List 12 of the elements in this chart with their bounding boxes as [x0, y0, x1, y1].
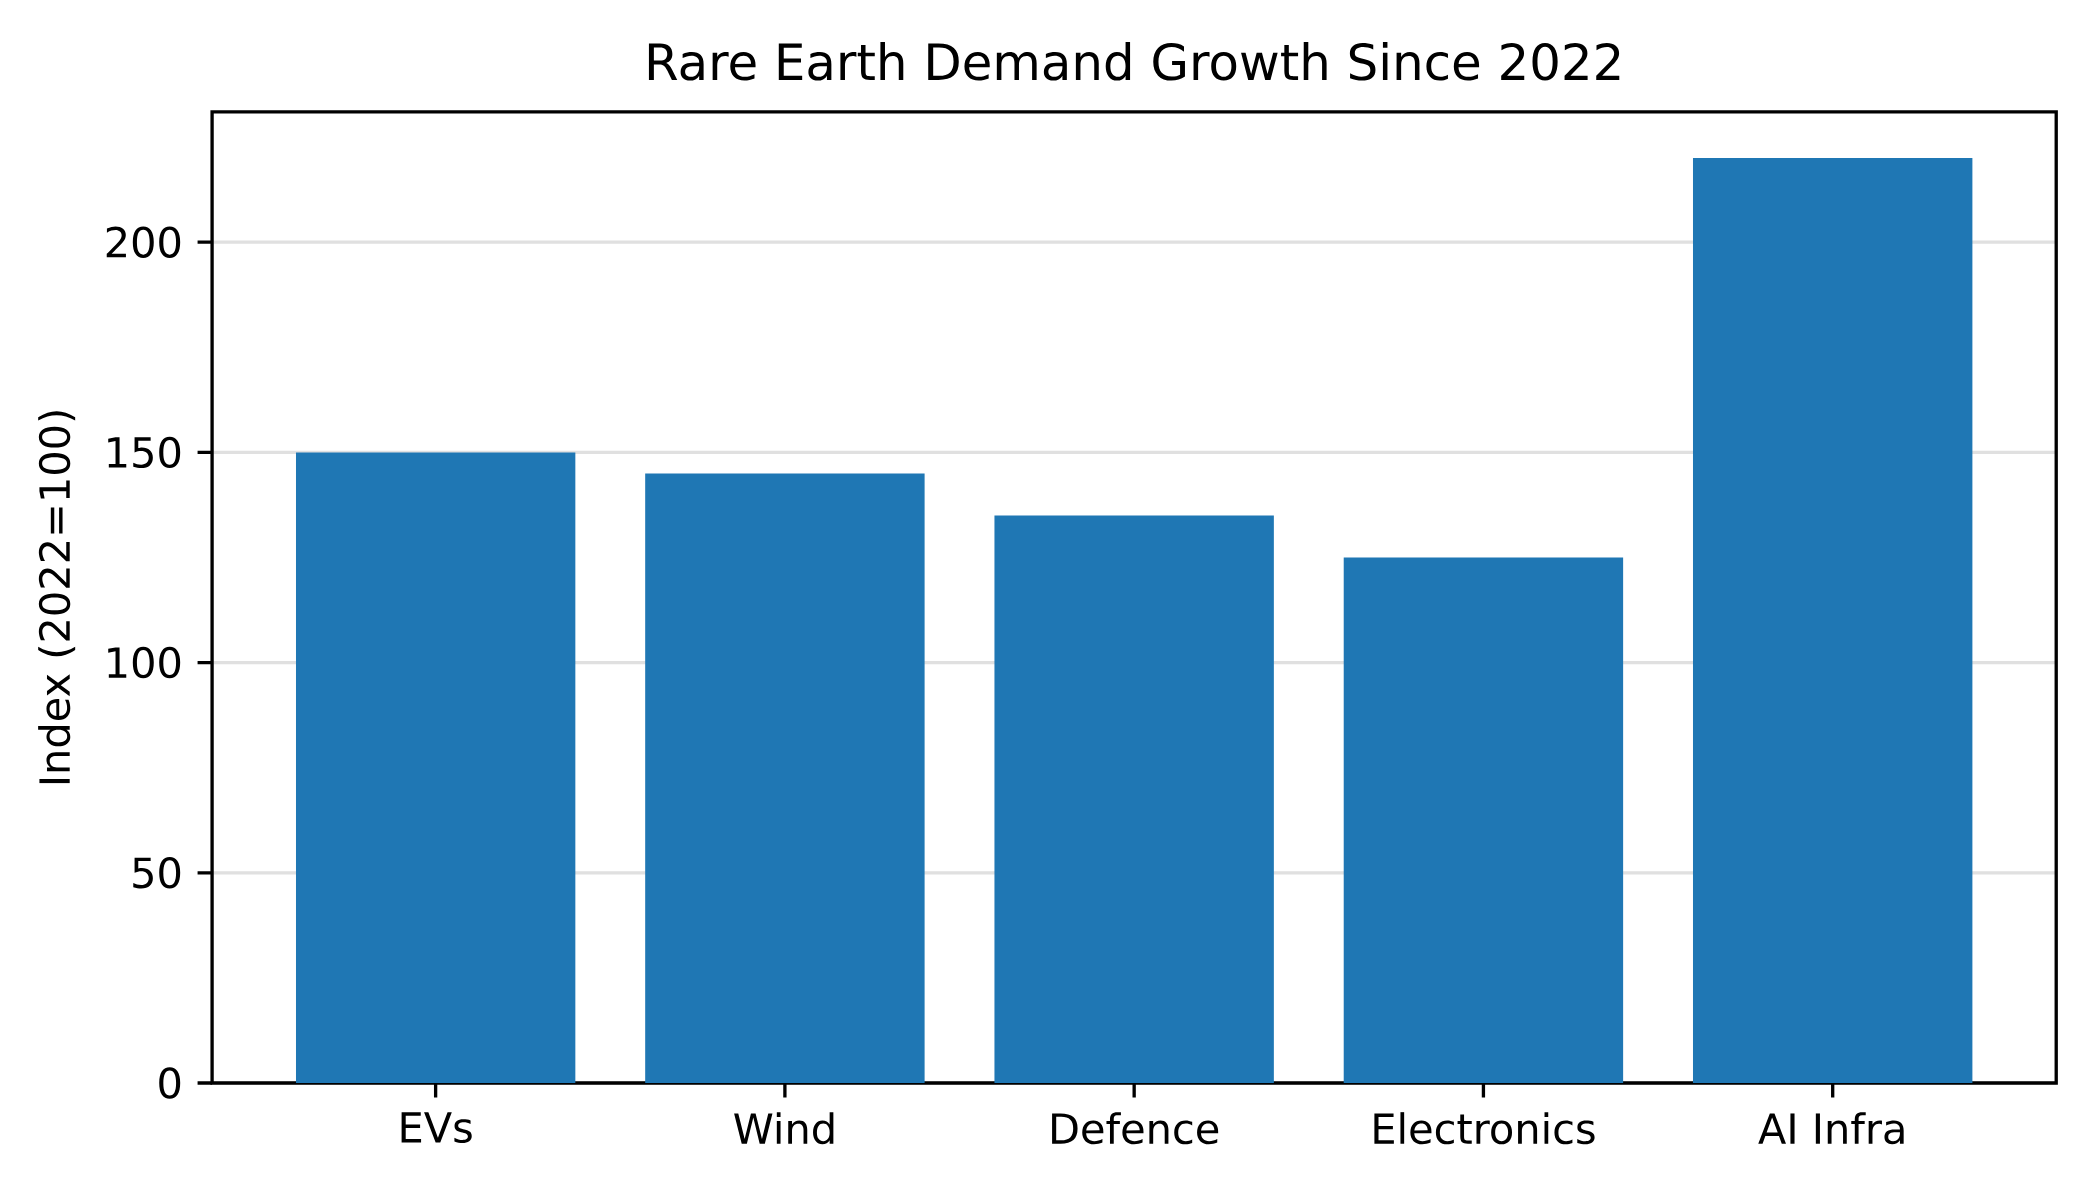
y-tick-label: 50 — [133, 857, 181, 889]
y-tick-label: 200 — [106, 226, 181, 258]
chart-title: Rare Earth Demand Growth Since 2022 — [648, 42, 1620, 81]
x-tick-label: Defence — [1052, 1112, 1219, 1145]
y-axis-title: Index (2022=100) — [38, 411, 76, 784]
x-tick-label: Electronics — [1374, 1112, 1595, 1145]
x-tick-label: EVs — [401, 1112, 472, 1144]
x-tick-label: AI Infra — [1758, 1112, 1904, 1145]
y-tick-label: 150 — [108, 436, 181, 469]
y-tick-label: 0 — [159, 1067, 181, 1099]
x-tick-label: Wind — [734, 1112, 834, 1145]
y-tick-label: 100 — [108, 646, 181, 679]
